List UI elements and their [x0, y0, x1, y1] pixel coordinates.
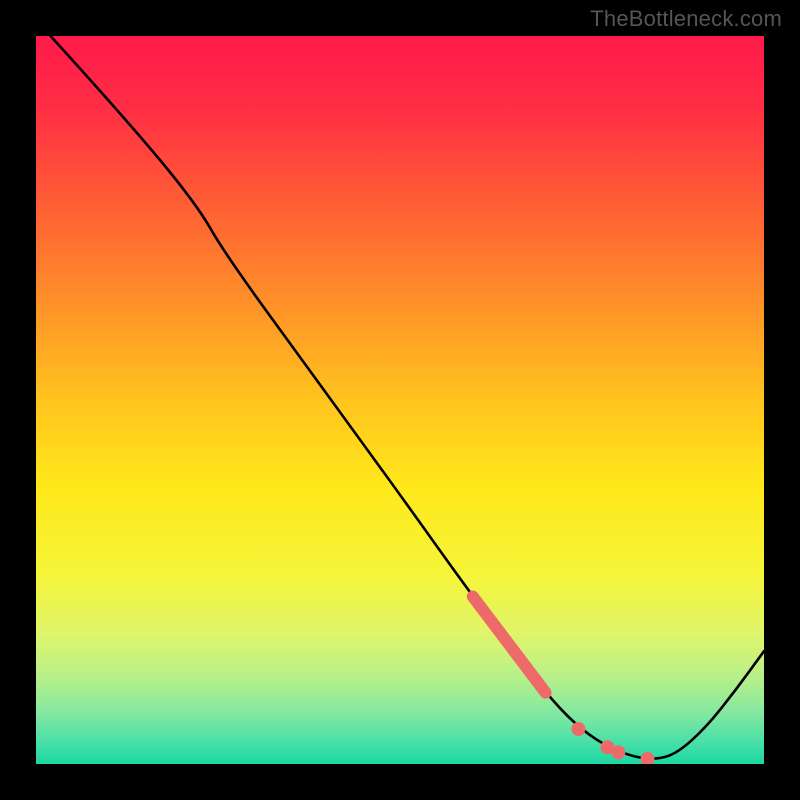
chart-background — [36, 36, 764, 764]
highlight-dot — [611, 745, 625, 759]
bottleneck-chart — [36, 36, 764, 764]
watermark-label: TheBottleneck.com — [590, 6, 782, 32]
chart-svg — [36, 36, 764, 764]
highlight-dot — [571, 722, 585, 736]
